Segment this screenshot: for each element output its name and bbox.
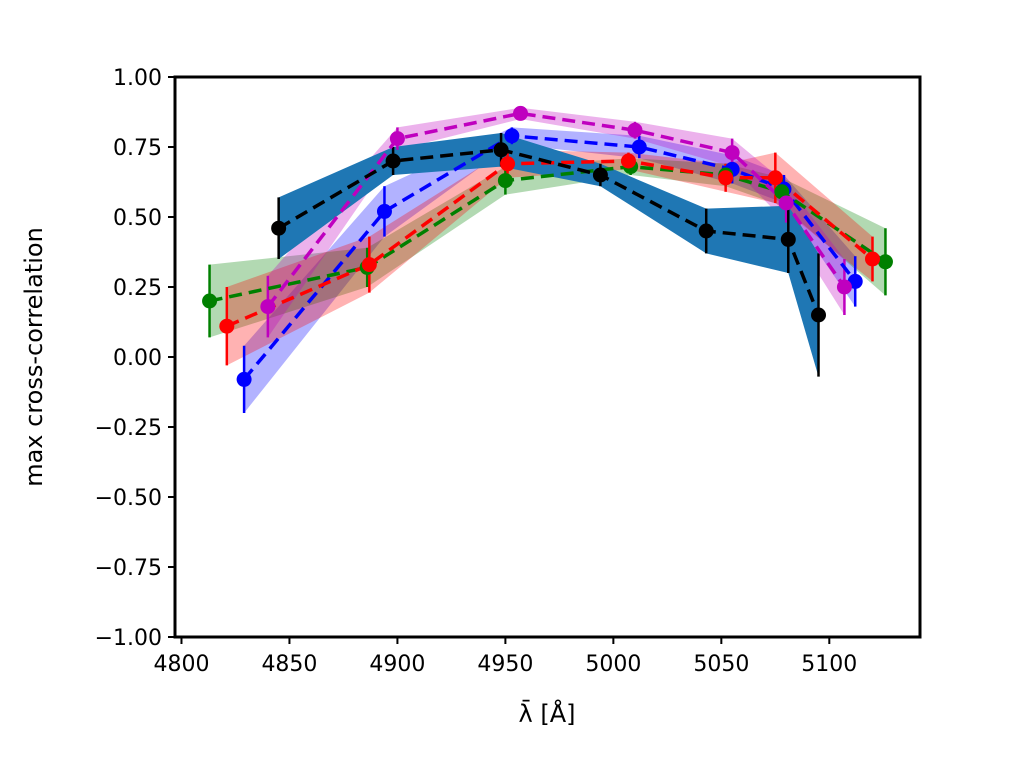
y-tick-label: 0.25: [113, 276, 162, 301]
data-point: [718, 170, 734, 186]
data-point: [500, 156, 516, 172]
data-point: [778, 195, 794, 211]
error-bands: [209, 107, 886, 414]
data-point: [836, 279, 852, 295]
data-point: [767, 170, 783, 186]
x-tick-label: 5000: [585, 652, 641, 677]
data-point: [780, 231, 796, 247]
x-tick-label: 4850: [261, 652, 317, 677]
data-point: [219, 318, 235, 334]
error-band-2: [226, 149, 873, 366]
y-tick-label: −1.00: [95, 626, 162, 651]
x-tick-label: 4900: [369, 652, 425, 677]
data-point: [236, 371, 252, 387]
data-point: [592, 167, 608, 183]
data-point: [202, 293, 218, 309]
x-axis-label: λ̄ [Å]: [519, 699, 576, 728]
y-axis-label: max cross-correlation: [20, 227, 48, 487]
x-axis: 4800 4850 4900 4950 5000 5050 5100: [153, 637, 857, 677]
data-point: [877, 254, 893, 270]
y-tick-label: 0.75: [113, 136, 162, 161]
data-point: [724, 145, 740, 161]
x-tick-label: 5100: [801, 652, 857, 677]
data-point: [698, 223, 714, 239]
error-band-0: [244, 127, 856, 414]
data-point: [631, 139, 647, 155]
y-tick-label: −0.25: [95, 416, 162, 441]
data-point: [504, 128, 520, 144]
data-point: [497, 173, 513, 189]
x-tick-label: 5050: [693, 652, 749, 677]
data-points: [202, 105, 893, 387]
data-point: [271, 220, 287, 236]
y-tick-label: 1.00: [113, 66, 162, 91]
y-tick-label: 0.50: [113, 206, 162, 231]
data-point: [493, 142, 509, 158]
data-point: [389, 131, 405, 147]
data-point: [513, 105, 529, 121]
x-tick-label: 4950: [477, 652, 533, 677]
y-tick-label: −0.75: [95, 556, 162, 581]
data-point: [811, 307, 827, 323]
y-tick-label: −0.50: [95, 486, 162, 511]
data-point: [376, 203, 392, 219]
y-tick-label: 0.00: [113, 346, 162, 371]
data-point: [620, 153, 636, 169]
data-point: [260, 299, 276, 315]
data-point: [627, 122, 643, 138]
x-tick-label: 4800: [153, 652, 209, 677]
data-point: [864, 251, 880, 267]
y-axis: −1.00 −0.75 −0.50 −0.25 0.00 0.25 0.50 0.75 1.00: [95, 66, 175, 651]
data-point: [361, 257, 377, 273]
data-point: [385, 153, 401, 169]
